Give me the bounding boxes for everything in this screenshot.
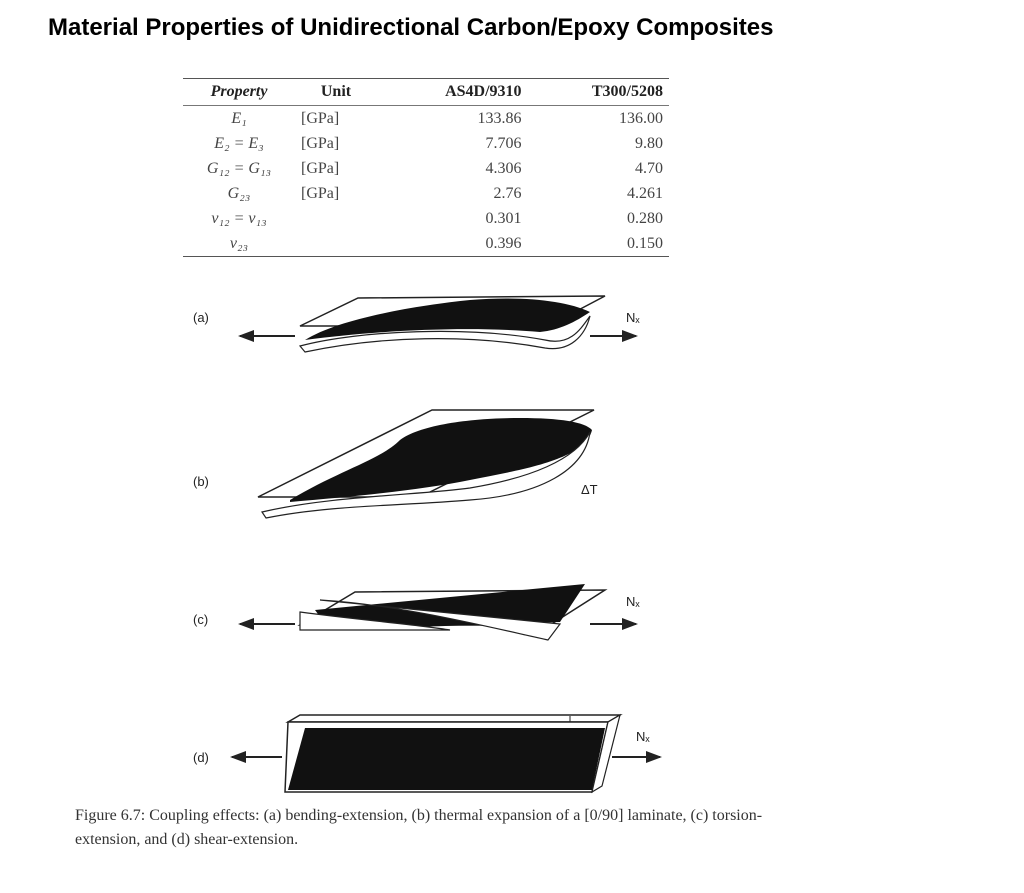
force-label: Nₓ bbox=[626, 594, 640, 609]
table-row: G₂₃ [GPa] 2.76 4.261 bbox=[183, 181, 669, 206]
page-title: Material Properties of Unidirectional Ca… bbox=[48, 14, 774, 41]
table-body: E₁ [GPa] 133.86 136.00 E₂ = E₃ [GPa] 7.706 9.80… bbox=[183, 106, 669, 257]
figure-caption: Figure 6.7: Coupling effects: (a) bendin… bbox=[75, 807, 763, 848]
panel-label: (b) bbox=[193, 474, 209, 489]
table-cell: [GPa] bbox=[301, 184, 340, 202]
table-cell: [GPa] bbox=[301, 109, 340, 127]
table-cell: 4.70 bbox=[635, 159, 663, 177]
table-row: G₁₂ = G₁₃ [GPa] 4.306 4.70 bbox=[183, 156, 669, 181]
panel-c: (c) Nₓ bbox=[193, 584, 640, 641]
panel-label: (d) bbox=[193, 750, 209, 765]
panel-label: (c) bbox=[193, 612, 208, 627]
force-label: Nₓ bbox=[626, 310, 640, 325]
table-cell: 4.261 bbox=[627, 184, 663, 202]
table-cell: 7.706 bbox=[485, 134, 522, 152]
header-row: Property Unit AS4D/9310 T300/5208 bbox=[183, 78, 669, 106]
table-cell: 0.280 bbox=[627, 209, 663, 227]
panel-a: (a) Nₓ bbox=[193, 295, 640, 353]
coupling-figure: (a) Nₓ (b) ΔT (c) Nₓ (d) Nₓ bbox=[193, 295, 662, 794]
table-cell: G₂₃ bbox=[227, 184, 251, 202]
column-header: AS4D/9310 bbox=[377, 78, 528, 106]
table-cell: 0.396 bbox=[485, 234, 522, 252]
table-cell: 2.76 bbox=[493, 184, 522, 202]
table-cell: [GPa] bbox=[301, 159, 340, 177]
table-cell: 136.00 bbox=[619, 109, 663, 127]
table-cell: ν₁₂ = ν₁₃ bbox=[211, 209, 267, 227]
property-table: Property Unit AS4D/9310 T300/5208 E₁ [GPa] 13… bbox=[183, 78, 669, 257]
panel-b: (b) ΔT bbox=[193, 409, 598, 519]
column-header: Property bbox=[183, 78, 295, 106]
table-row: E₁ [GPa] 133.86 136.00 bbox=[183, 106, 669, 132]
table-cell: 0.150 bbox=[627, 234, 663, 252]
table-cell: G₁₂ = G₁₃ bbox=[206, 159, 272, 177]
table-cell: 9.80 bbox=[635, 134, 663, 152]
panel-d: (d) Nₓ bbox=[193, 713, 662, 794]
temperature-label: ΔT bbox=[581, 482, 598, 497]
panel-label: (a) bbox=[193, 310, 209, 325]
force-label: Nₓ bbox=[636, 729, 650, 744]
table-row: ν₂₃ 0.396 0.150 bbox=[183, 231, 669, 257]
table-cell: 4.306 bbox=[485, 159, 522, 177]
table-cell: 0.301 bbox=[485, 209, 522, 227]
table-row: E₂ = E₃ [GPa] 7.706 9.80 bbox=[183, 131, 669, 156]
table-cell: E₁ bbox=[231, 109, 247, 127]
table-cell: [GPa] bbox=[301, 134, 340, 152]
table-cell: E₂ = E₃ bbox=[214, 134, 264, 152]
table-cell: ν₂₃ bbox=[229, 234, 249, 252]
column-header: T300/5208 bbox=[527, 78, 669, 106]
column-header: Unit bbox=[295, 78, 377, 106]
table-cell: 133.86 bbox=[477, 109, 522, 127]
table-row: ν₁₂ = ν₁₃ 0.301 0.280 bbox=[183, 206, 669, 231]
